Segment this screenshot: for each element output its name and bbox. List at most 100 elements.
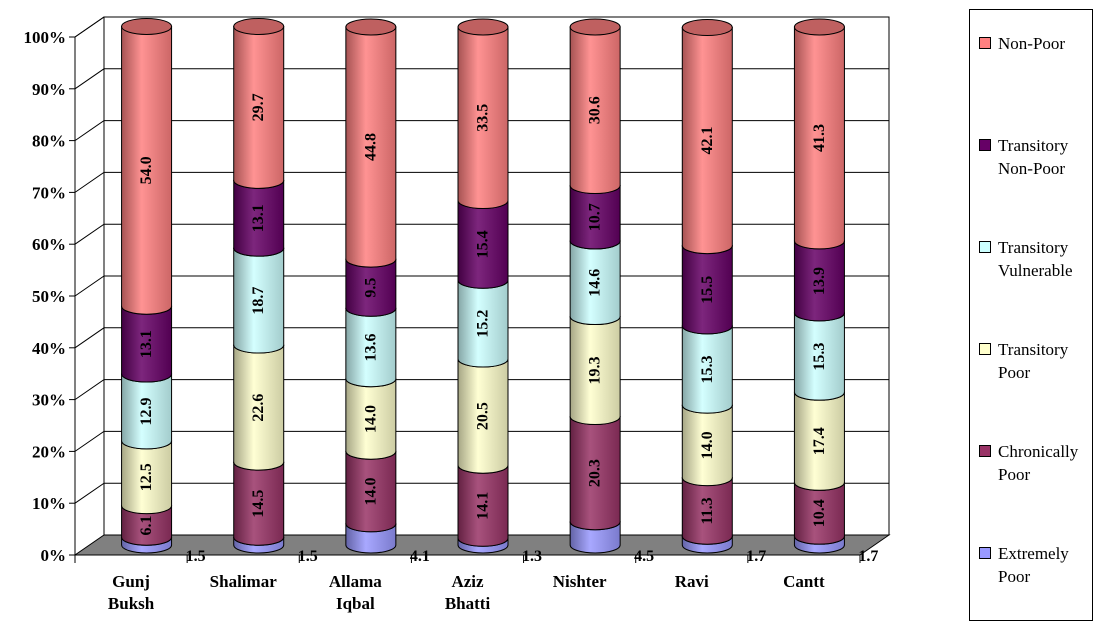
bar-segment xyxy=(345,26,397,268)
gridline xyxy=(74,482,889,504)
legend-label: Chronically Poor xyxy=(998,440,1094,486)
x-tick-label: Buksh xyxy=(108,594,155,613)
data-label: 1.7 xyxy=(858,548,878,565)
legend-swatch xyxy=(979,547,991,559)
bar-segment xyxy=(569,416,621,531)
bar-segment xyxy=(457,464,509,547)
bar-segment xyxy=(457,200,509,289)
bar-segment xyxy=(345,450,397,533)
y-tick-label: 0% xyxy=(41,546,67,565)
legend-label-line: Non-Poor xyxy=(998,159,1066,178)
bar-segment xyxy=(569,185,621,250)
legend-label-line: Poor xyxy=(998,465,1031,484)
y-tick-label: 40% xyxy=(32,339,66,358)
x-tick-label: Ravi xyxy=(675,572,709,591)
data-label: 22.6 xyxy=(250,394,267,422)
bar-top-cap xyxy=(793,18,845,36)
bar-segment xyxy=(457,26,509,210)
bar-segment xyxy=(681,325,733,414)
data-label: 1.3 xyxy=(522,548,542,565)
data-label: 12.9 xyxy=(138,397,155,425)
bar-segment xyxy=(681,245,733,335)
y-tick-label: 20% xyxy=(32,442,66,461)
data-label: 14.1 xyxy=(475,492,492,520)
data-label: 9.5 xyxy=(362,278,379,298)
gridline xyxy=(74,223,889,245)
gridline xyxy=(74,68,889,90)
legend-label-line: Poor xyxy=(998,363,1031,382)
y-tick-label: 100% xyxy=(24,28,67,47)
x-tick-label: Iqbal xyxy=(336,594,375,613)
data-label: 20.5 xyxy=(475,402,492,430)
bar-segment xyxy=(233,461,285,546)
data-label: 6.1 xyxy=(138,515,155,535)
legend-label-line: Extremely xyxy=(998,544,1069,563)
y-tick-label: 70% xyxy=(32,183,66,202)
bar-segment xyxy=(681,477,733,545)
bar-stack: 4.5 20.3 19.3 14.6 10.7 30.6 xyxy=(569,18,654,565)
gridline xyxy=(74,120,889,142)
bar-segment xyxy=(233,247,285,354)
bar-stack: 1.5 6.1 12.5 12.9 13.1 54.0 xyxy=(121,17,206,565)
bar-stack: 1.7 10.4 17.4 15.3 13.9 41.3 xyxy=(793,18,878,565)
legend-label-line: Poor xyxy=(998,567,1031,586)
data-label: 17.4 xyxy=(811,427,828,455)
legend-label: Extremely Poor xyxy=(998,542,1094,588)
data-label: 1.5 xyxy=(186,548,206,565)
x-tick-label: Nishter xyxy=(553,572,607,591)
y-tick-label: 30% xyxy=(32,391,66,410)
gridline xyxy=(74,379,889,401)
legend-label-line: Vulnerable xyxy=(998,261,1073,280)
y-axis-depth xyxy=(74,16,105,38)
gridline xyxy=(74,171,889,193)
data-label: 10.4 xyxy=(811,499,828,527)
data-label: 15.2 xyxy=(475,310,492,338)
legend-label-line: Transitory xyxy=(998,136,1069,155)
data-label: 11.3 xyxy=(699,497,716,524)
bar-segment xyxy=(121,305,173,383)
x-tick-label: Bhatti xyxy=(445,594,491,613)
legend-item: Non-Poor xyxy=(979,32,1094,55)
x-tick-label: Gunj xyxy=(112,572,150,591)
legend-item: Transitory Non-Poor xyxy=(979,134,1094,180)
legend-swatch xyxy=(979,241,991,253)
data-label: 14.6 xyxy=(587,269,604,297)
bar-segment xyxy=(121,25,173,315)
legend-item: Transitory Vulnerable xyxy=(979,236,1094,282)
bar-segment xyxy=(121,373,173,450)
bar-segment xyxy=(345,258,397,317)
data-label: 18.7 xyxy=(250,287,267,315)
legend-swatch xyxy=(979,139,991,151)
bar-segment xyxy=(569,521,621,554)
legend-label: Transitory Poor xyxy=(998,338,1094,384)
bar-segment xyxy=(681,27,733,255)
data-label: 13.9 xyxy=(811,267,828,295)
data-label: 13.6 xyxy=(362,333,379,361)
data-label: 15.4 xyxy=(475,230,492,258)
legend-item: Extremely Poor xyxy=(979,542,1094,588)
bar-segment xyxy=(793,240,845,322)
data-label: 54.0 xyxy=(138,156,155,184)
legend-label: Non-Poor xyxy=(998,32,1094,55)
y-tick-label: 90% xyxy=(32,80,66,99)
gridline xyxy=(74,327,889,349)
x-tick-label: Cantt xyxy=(783,572,825,591)
bar-segment xyxy=(793,481,845,545)
bar-stack: 1.5 14.5 22.6 18.7 13.1 29.7 xyxy=(233,17,318,565)
y-tick-label: 60% xyxy=(32,235,66,254)
data-label: 14.0 xyxy=(362,405,379,433)
y-tick-label: 80% xyxy=(32,132,66,151)
data-label: 4.5 xyxy=(634,548,654,565)
bar-segment xyxy=(569,26,621,194)
data-label: 14.0 xyxy=(699,431,716,459)
bar-stack: 4.1 14.0 14.0 13.6 9.5 44.8 xyxy=(345,18,430,565)
data-label: 4.1 xyxy=(410,548,430,565)
data-label: 15.3 xyxy=(699,356,716,384)
data-label: 15.5 xyxy=(699,276,716,304)
legend-swatch xyxy=(979,37,991,49)
data-label: 13.1 xyxy=(138,330,155,358)
bar-segment xyxy=(569,240,621,326)
y-tick-label: 50% xyxy=(32,287,66,306)
gridline xyxy=(74,430,889,452)
data-label: 14.0 xyxy=(362,478,379,506)
